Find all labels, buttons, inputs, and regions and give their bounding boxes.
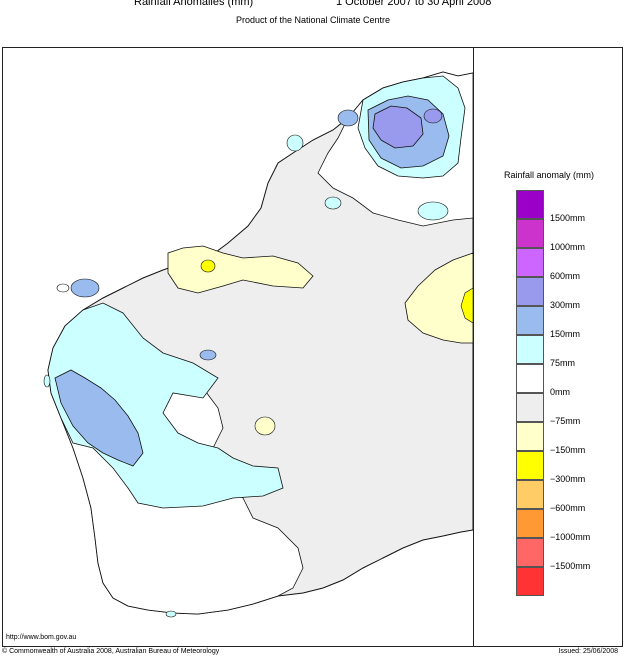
legend-label: −600mm (550, 503, 586, 513)
legend-label: −1000mm (550, 532, 591, 542)
blue-spot-c (337, 109, 359, 127)
legend-swatch (516, 393, 544, 422)
date-range: 1 October 2007 to 30 April 2008 (336, 0, 492, 8)
legend-swatch (516, 190, 544, 219)
copyright-text: © Commonwealth of Australia 2008, Austra… (2, 648, 220, 655)
bright-yellow-east (460, 287, 473, 324)
legend-label: 1500mm (550, 213, 586, 223)
legend-divider (473, 47, 474, 647)
bright-yellow-spot-a (200, 259, 216, 273)
legend-label: 75mm (550, 358, 576, 368)
legend-label: 300mm (550, 300, 581, 310)
small-island-a (43, 374, 51, 388)
yellow-spot (254, 416, 276, 436)
cyan-zone-west (47, 302, 284, 509)
legend-swatch (516, 538, 544, 567)
cyan-spot-a (324, 196, 342, 210)
legend-swatch (516, 219, 544, 248)
legend-label: 1000mm (550, 242, 586, 252)
cyan-spot-b (417, 201, 449, 221)
yellow-zone-east (404, 252, 473, 344)
issued-date: Issued: 25/06/2008 (558, 648, 618, 655)
map-title: Rainfall Anomalies (mm) (134, 0, 254, 8)
legend-label: −150mm (550, 445, 586, 455)
legend-swatch (516, 451, 544, 480)
cyan-spot-c (286, 134, 304, 152)
legend-label: 150mm (550, 329, 581, 339)
legend-swatch (516, 422, 544, 451)
legend-swatch (516, 306, 544, 335)
legend-swatch (516, 364, 544, 393)
rainfall-anomaly-map (43, 71, 473, 618)
legend-swatch (516, 567, 544, 596)
legend-label: −75mm (550, 416, 581, 426)
coastal-island (56, 283, 70, 293)
header: Rainfall Anomalies (mm) 1 October 2007 t… (0, 0, 626, 14)
legend-label: −1500mm (550, 561, 591, 571)
legend-title: Rainfall anomaly (mm) (503, 170, 595, 180)
legend-swatch (516, 480, 544, 509)
blue-spot-a (70, 278, 100, 298)
legend-swatch (516, 248, 544, 277)
small-island-b (165, 610, 177, 618)
source-url[interactable]: http://www.bom.gov.au (6, 634, 77, 641)
legend-label: 600mm (550, 271, 581, 281)
blue-spot-b (199, 349, 217, 361)
legend-swatch (516, 335, 544, 364)
legend-swatch (516, 277, 544, 306)
map-frame (2, 47, 623, 647)
purple-spot (423, 108, 443, 124)
legend-label: 0mm (550, 387, 570, 397)
yellow-zone-pilbara (167, 245, 314, 294)
legend-label: −300mm (550, 474, 586, 484)
legend-swatch (516, 509, 544, 538)
map-subtitle: Product of the National Climate Centre (235, 15, 391, 25)
purple-zone-north (372, 105, 424, 149)
blue-zone-west (54, 369, 144, 467)
